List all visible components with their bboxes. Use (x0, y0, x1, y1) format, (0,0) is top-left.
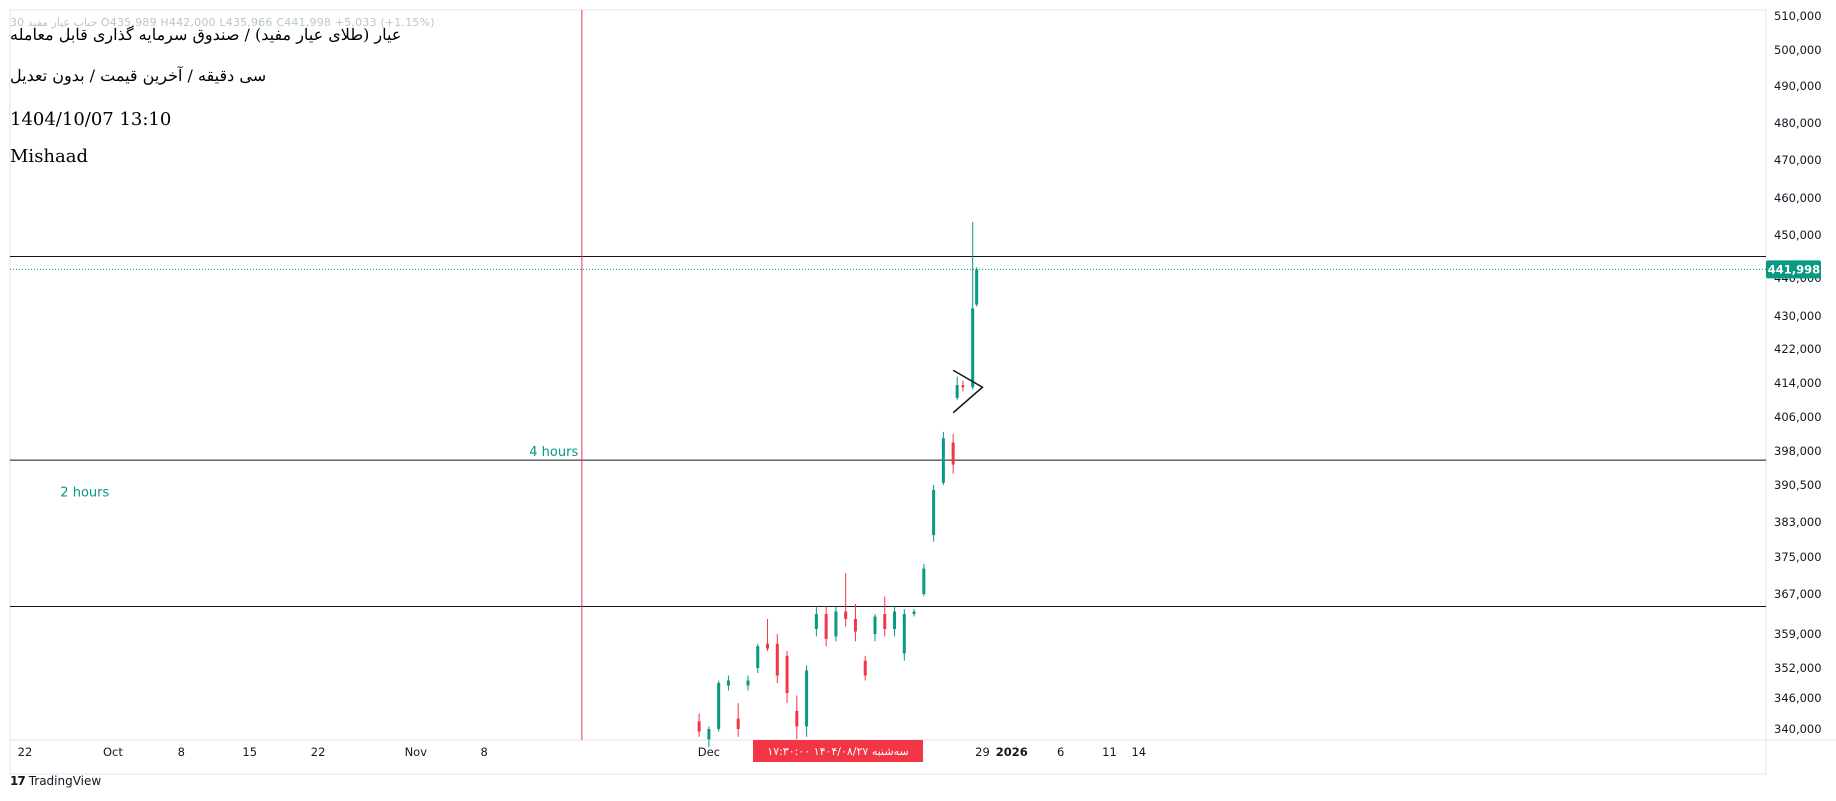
candle-body[interactable] (873, 616, 877, 635)
price-tick-label: 359,000 (1774, 627, 1822, 641)
candle-body[interactable] (766, 643, 770, 649)
candle-body[interactable] (814, 614, 818, 629)
chart-author: Mishaad (10, 146, 89, 167)
time-tick-label: 22 (311, 745, 326, 759)
crosshair-date-label: سه‌شنبه ۱۴۰۴/۰۸/۲۷ ۱۷:۳۰:۰۰ (753, 740, 923, 762)
time-tick-label: 14 (1131, 745, 1146, 759)
price-tick-label: 460,000 (1774, 191, 1822, 205)
price-tick-label: 346,000 (1774, 691, 1822, 705)
candle-body[interactable] (717, 683, 721, 729)
candle-body[interactable] (863, 660, 867, 676)
candle-body[interactable] (785, 655, 789, 693)
time-tick-label: Nov (405, 745, 428, 759)
time-tick-label: 15 (242, 745, 257, 759)
candle-body[interactable] (951, 442, 955, 465)
candle-body[interactable] (922, 568, 926, 594)
candle-body[interactable] (912, 611, 916, 615)
candle-body[interactable] (834, 611, 838, 637)
price-axis[interactable]: 340,000 346,000 352,000 359,000 367,000 375,0… (1774, 9, 1822, 736)
price-tick-label: 406,000 (1774, 410, 1822, 424)
ohlc-readout: حباب عیار مفید 30 O435,989 H442,000 L435… (10, 16, 435, 29)
candle-body[interactable] (844, 611, 848, 620)
candle-body[interactable] (975, 269, 979, 305)
price-tick-label: 383,000 (1774, 515, 1822, 529)
price-tick-label: 375,000 (1774, 550, 1822, 564)
horizontal-lines[interactable] (10, 256, 1766, 607)
price-tick-label: 352,000 (1774, 661, 1822, 675)
price-tick-label: 390,500 (1774, 478, 1822, 492)
candle-body[interactable] (736, 718, 740, 729)
candle-body[interactable] (955, 385, 959, 398)
time-tick-label: Dec (698, 745, 720, 759)
last-price-text: 441,998 (1768, 262, 1820, 276)
last-price-label: 441,998 (1766, 260, 1821, 279)
candle-body[interactable] (824, 614, 828, 639)
last-price-badge (1766, 260, 1821, 279)
annotations[interactable]: 4 hours 2 hours (60, 445, 578, 500)
time-tick-label: 22 (18, 745, 33, 759)
price-tick-label: 470,000 (1774, 153, 1822, 167)
triangle-pattern-lines[interactable] (952, 369, 984, 414)
time-tick-label: 29 (975, 745, 990, 759)
tradingview-logo[interactable]: 17 TradingView (10, 774, 101, 788)
candle-body[interactable] (883, 614, 887, 629)
candle-body[interactable] (707, 729, 711, 740)
crosshair-date-text: سه‌شنبه ۱۴۰۴/۰۸/۲۷ ۱۷:۳۰:۰۰ (767, 745, 908, 758)
candle-body[interactable] (697, 721, 701, 732)
candle-body[interactable] (775, 643, 779, 676)
candle-body[interactable] (941, 438, 945, 483)
candle-body[interactable] (961, 385, 965, 388)
price-tick-label: 510,000 (1774, 9, 1822, 23)
time-tick-label: 8 (481, 745, 488, 759)
price-tick-label: 480,000 (1774, 116, 1822, 130)
candle-body[interactable] (746, 680, 750, 686)
time-tick-label: Oct (103, 745, 123, 759)
candle-body[interactable] (893, 611, 897, 630)
annotation-label[interactable]: 2 hours (60, 485, 109, 500)
chart-title: عیار (طلای عیار مفید) / صندوق سرمایه گذا… (10, 25, 402, 44)
price-tick-label: 500,000 (1774, 43, 1822, 57)
price-tick-label: 450,000 (1774, 228, 1822, 242)
price-tick-label: 430,000 (1774, 309, 1822, 323)
chart-subtitle: سی دقیقه / آخرین قیمت / بدون تعدیل (10, 66, 267, 85)
time-tick-label: 8 (178, 745, 185, 759)
price-tick-label: 422,000 (1774, 342, 1822, 356)
time-axis[interactable]: 22Oct81522Nov8Dec8152229202661114 (18, 745, 1146, 759)
candle-body[interactable] (795, 710, 799, 727)
candle-body[interactable] (902, 614, 906, 654)
candle-body[interactable] (756, 646, 760, 668)
price-tick-label: 340,000 (1774, 722, 1822, 736)
time-tick-label: 11 (1102, 745, 1117, 759)
chart-datetime: 1404/10/07 13:10 (10, 109, 172, 130)
candle-body[interactable] (932, 489, 936, 536)
tradingview-logo-icon: 17 (10, 774, 26, 788)
annotation-label[interactable]: 4 hours (529, 445, 578, 460)
candle-body[interactable] (726, 680, 730, 686)
candles[interactable] (697, 222, 979, 748)
time-tick-label: 2026 (996, 745, 1028, 759)
time-tick-label: 6 (1057, 745, 1064, 759)
crosshair-date-badge (753, 740, 923, 762)
candle-body[interactable] (853, 619, 857, 632)
price-tick-label: 367,000 (1774, 587, 1822, 601)
chart-frame (9, 9, 1767, 775)
candle-body[interactable] (971, 308, 975, 388)
brand-name: TradingView (28, 774, 102, 788)
price-tick-label: 414,000 (1774, 376, 1822, 390)
price-tick-label: 398,000 (1774, 444, 1822, 458)
candle-body[interactable] (805, 670, 809, 727)
triangle-drawing[interactable] (952, 369, 984, 414)
price-tick-label: 490,000 (1774, 79, 1822, 93)
